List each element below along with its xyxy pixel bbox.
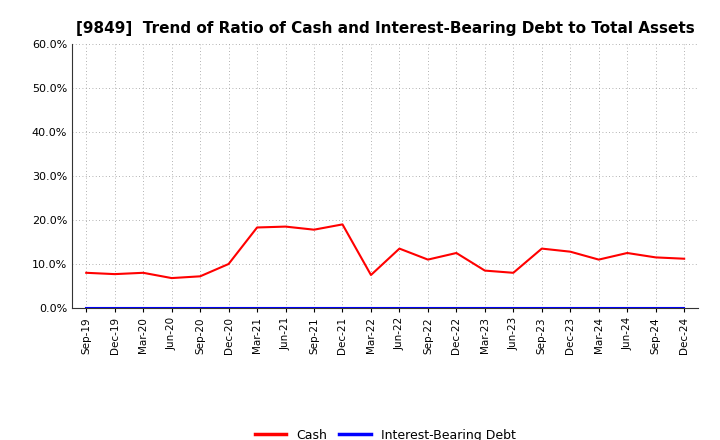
Cash [225, 261, 233, 267]
Cash [566, 249, 575, 254]
Cash [282, 224, 290, 229]
Cash [595, 257, 603, 262]
Cash [452, 250, 461, 256]
Line: Cash: Cash [86, 224, 684, 278]
Interest-Bearing Debt [110, 305, 119, 311]
Cash [338, 222, 347, 227]
Interest-Bearing Debt [395, 305, 404, 311]
Interest-Bearing Debt [282, 305, 290, 311]
Interest-Bearing Debt [680, 305, 688, 311]
Interest-Bearing Debt [509, 305, 518, 311]
Cash [139, 270, 148, 275]
Interest-Bearing Debt [595, 305, 603, 311]
Interest-Bearing Debt [196, 305, 204, 311]
Interest-Bearing Debt [253, 305, 261, 311]
Cash [395, 246, 404, 251]
Cash [537, 246, 546, 251]
Interest-Bearing Debt [225, 305, 233, 311]
Cash [480, 268, 489, 273]
Cash [652, 255, 660, 260]
Interest-Bearing Debt [82, 305, 91, 311]
Interest-Bearing Debt [423, 305, 432, 311]
Cash [110, 271, 119, 277]
Interest-Bearing Debt [167, 305, 176, 311]
Interest-Bearing Debt [139, 305, 148, 311]
Cash [196, 274, 204, 279]
Cash [509, 270, 518, 275]
Cash [366, 272, 375, 278]
Interest-Bearing Debt [452, 305, 461, 311]
Cash [253, 225, 261, 230]
Cash [310, 227, 318, 232]
Interest-Bearing Debt [310, 305, 318, 311]
Interest-Bearing Debt [480, 305, 489, 311]
Interest-Bearing Debt [652, 305, 660, 311]
Title: [9849]  Trend of Ratio of Cash and Interest-Bearing Debt to Total Assets: [9849] Trend of Ratio of Cash and Intere… [76, 21, 695, 36]
Interest-Bearing Debt [366, 305, 375, 311]
Cash [680, 256, 688, 261]
Cash [623, 250, 631, 256]
Interest-Bearing Debt [537, 305, 546, 311]
Cash [167, 275, 176, 281]
Interest-Bearing Debt [338, 305, 347, 311]
Legend: Cash, Interest-Bearing Debt: Cash, Interest-Bearing Debt [250, 424, 521, 440]
Cash [82, 270, 91, 275]
Interest-Bearing Debt [623, 305, 631, 311]
Cash [423, 257, 432, 262]
Interest-Bearing Debt [566, 305, 575, 311]
